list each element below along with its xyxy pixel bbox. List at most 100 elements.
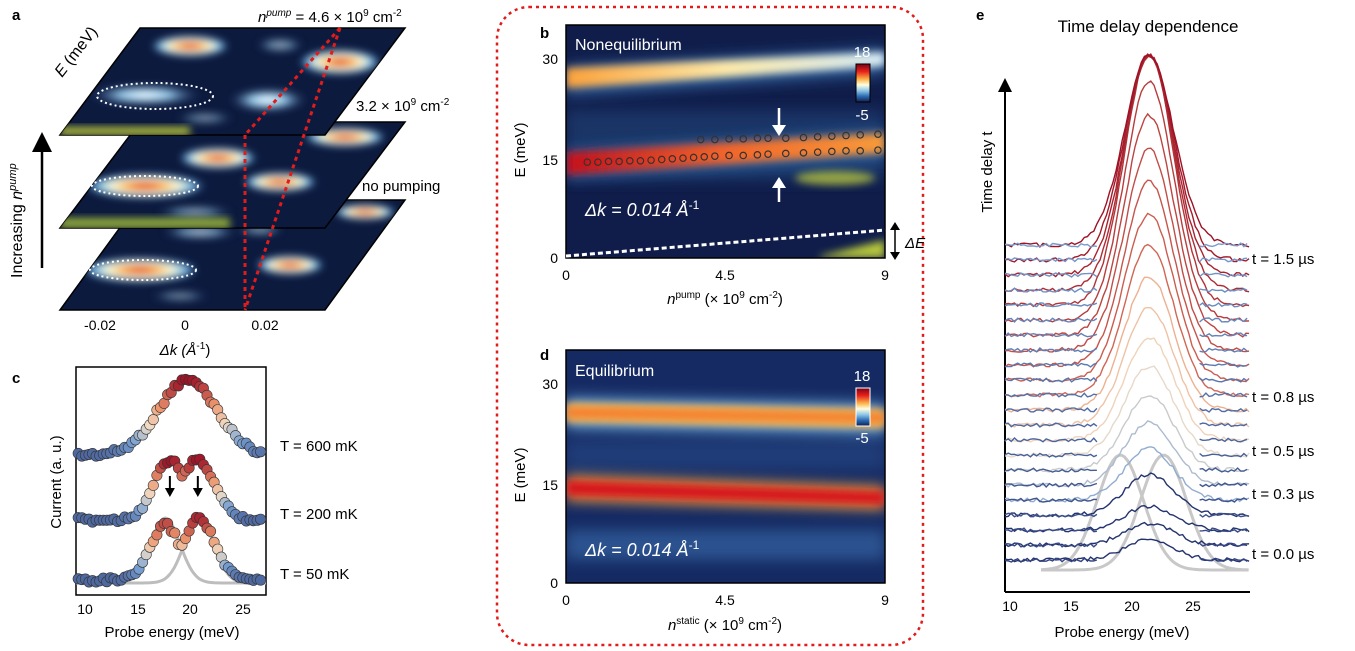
panel-b-marker-upper <box>711 135 719 144</box>
panel-c-point <box>205 525 217 537</box>
panel-b-marker-lower <box>647 156 655 164</box>
panel-e-trace-wing <box>1005 527 1097 533</box>
panel-c-point <box>147 414 159 426</box>
panel-e-trace-wing <box>1199 362 1248 368</box>
panel-d-xtick: 0 <box>562 592 570 608</box>
panel-e-trace <box>1004 55 1250 278</box>
panel-d-cbar-max: 18 <box>854 368 871 385</box>
panel-e-title: Time delay dependence <box>1058 17 1239 36</box>
panel-c-curve-label: T = 200 mK <box>280 506 358 523</box>
panel-c-curve-label: T = 50 mK <box>280 566 349 583</box>
panel-b-arrow-up-head <box>772 177 786 188</box>
panel-c-plot <box>72 373 267 588</box>
panel-b-frame <box>565 24 886 259</box>
panel-e-trace-wing <box>1004 422 1098 428</box>
panel-a-annot-top: npump = 4.6 × 109 cm-2 <box>258 8 402 26</box>
panel-b-title: Nonequilibrium <box>575 37 682 54</box>
panel-a-xtick: 0 <box>181 317 189 333</box>
panel-e-trace-wing <box>1005 542 1098 548</box>
panel-b-ytick: 30 <box>542 51 558 67</box>
panel-e-trace <box>1004 365 1250 458</box>
panel-a-xtick: -0.02 <box>84 317 116 333</box>
panel-b-marker-lower <box>764 150 772 158</box>
panel-e-trace <box>1004 420 1250 488</box>
panel-e-trace-wing <box>1199 377 1248 383</box>
panel-a-annot-bottom: no pumping <box>362 178 440 195</box>
panel-b-marker-upper <box>874 130 882 138</box>
panel-b-heatmap <box>566 25 885 258</box>
panel-b-deltaE-bracket-head <box>890 252 900 260</box>
panel-a-slab-top <box>58 27 407 136</box>
panel-e-trace-wing <box>1199 437 1248 443</box>
panel-e-trace-wing <box>1199 317 1248 323</box>
panel-e-trace-wing <box>1004 347 1098 353</box>
panel-c-xtick: 15 <box>130 601 146 617</box>
panel-b-dk: Δk = 0.014 Å-1 <box>584 198 700 220</box>
panel-d-title: Equilibrium <box>575 363 654 380</box>
panel-c-xtick: 10 <box>77 601 93 617</box>
panel-e-trace-wing <box>1004 512 1098 518</box>
panel-e-trace-wing <box>1004 392 1098 398</box>
panel-b-cbar-max: 18 <box>854 44 871 61</box>
panel-c-peak-arrow-head <box>192 488 203 497</box>
panel-e-trace-wing <box>1199 482 1248 488</box>
panel-b-marker-upper <box>739 135 748 143</box>
panel-d-xlabel: nstatic (× 109 cm-2) <box>668 616 782 634</box>
panel-a-slab-middle <box>58 121 407 229</box>
panel-e-trace-wing <box>1199 288 1248 293</box>
panel-e-trace-wing <box>1199 347 1248 353</box>
panel-d-dk: Δk = 0.014 Å-1 <box>584 538 700 560</box>
panel-e-trace-wing <box>1199 302 1248 308</box>
panel-b-marker-upper <box>781 134 790 142</box>
panel-b-marker-lower <box>813 148 822 156</box>
panel-c-xtick: 25 <box>235 601 251 617</box>
panel-e-delay-label: t = 0.8 µs <box>1252 389 1314 406</box>
panel-e-trace-wing <box>1199 557 1248 562</box>
panel-b-marker-lower <box>689 153 698 162</box>
panel-e-delay-label: t = 0.3 µs <box>1252 486 1314 503</box>
panel-b-xtick: 4.5 <box>715 267 735 283</box>
panel-e-trace-wing <box>1004 287 1098 293</box>
panel-e-trace <box>1004 53 1250 263</box>
panel-d-ytick: 15 <box>542 477 558 493</box>
panel-a-label: a <box>12 7 21 24</box>
panel-e-trace <box>1004 472 1250 518</box>
panel-e-trace <box>1004 446 1250 503</box>
panel-e-ylabel: Time delay t <box>979 131 996 213</box>
panel-e-delay-label: t = 0.0 µs <box>1252 546 1314 563</box>
panel-b-marker-upper <box>696 135 705 144</box>
panel-b-colorbar <box>855 63 871 103</box>
panel-b-marker-lower <box>625 157 634 165</box>
panel-e-trace-wing <box>1199 467 1248 473</box>
panel-e-trace <box>1004 179 1250 368</box>
panel-b-marker-lower <box>828 147 836 156</box>
panel-a-arrow-label: Increasing npump <box>7 163 26 278</box>
panel-c-point <box>255 446 267 458</box>
panel-b-marker-lower <box>604 157 613 166</box>
panel-e-trace-wing <box>1004 302 1098 308</box>
panel-b-markers <box>583 130 882 166</box>
panel-e-trace-wing <box>1199 542 1248 548</box>
panel-c-xtick: 20 <box>182 601 198 617</box>
panel-e-xtick: 25 <box>1185 598 1201 614</box>
panel-e-trace-wing <box>1199 332 1248 338</box>
panel-e-trace <box>1004 521 1250 548</box>
panel-e-trace-wing <box>1199 242 1248 248</box>
panel-e-trace-wing <box>1004 557 1098 563</box>
panel-e-trace-wing <box>1004 362 1098 368</box>
panel-c-peak-arrow-head <box>164 488 175 497</box>
panel-b-marker-lower <box>657 155 666 164</box>
panel-e-xlabel: Probe energy (meV) <box>1054 624 1189 641</box>
panel-b-marker-lower <box>594 158 602 166</box>
panel-e-xtick: 20 <box>1124 598 1140 614</box>
panel-b-marker-upper <box>828 132 836 140</box>
panel-b-label: b <box>540 25 549 42</box>
panel-c-label: c <box>12 370 20 387</box>
panel-b-deltaE-bracket-head <box>890 222 900 230</box>
panel-b-marker-lower <box>842 147 850 155</box>
panel-a-annot-mid: 3.2 × 109 cm-2 <box>356 97 450 115</box>
panel-a-xtick: 0.02 <box>251 317 278 333</box>
panel-e-trace-wing <box>1199 272 1248 278</box>
panel-d-frame <box>565 349 886 584</box>
panel-e-trace-wing <box>1199 452 1248 458</box>
